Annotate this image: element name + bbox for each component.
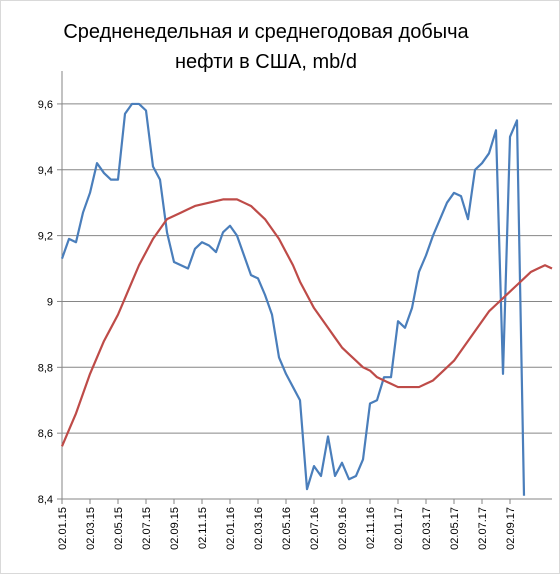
series-line [60,102,526,496]
x-tick-label: 02.01.16 [225,507,237,550]
x-tick-label: 02.09.15 [169,507,181,550]
y-tick-label: 9 [47,296,53,308]
x-tick-label: 02.11.16 [365,507,377,549]
x-tick-label: 02.01.17 [393,507,405,550]
x-tick-label: 02.09.17 [505,507,517,550]
x-tick-label: 02.03.16 [253,507,265,550]
y-tick-label: 8,6 [38,428,53,440]
x-tick-label: 02.07.15 [141,507,153,550]
x-tick-label: 02.09.16 [337,507,349,550]
x-tick-label: 02.03.17 [421,507,433,550]
x-tick-label: 02.11.15 [197,507,209,549]
x-tick-label: 02.05.16 [281,507,293,550]
x-tick-label: 02.03.15 [85,507,97,550]
y-tick-label: 9,4 [38,165,53,177]
x-tick-label: 02.07.17 [477,507,489,550]
y-tick-label: 9,2 [38,231,53,243]
y-tick-label: 8,4 [38,494,53,506]
y-tick-label: 9,6 [38,99,53,111]
y-tick-label: 8,8 [38,362,53,374]
x-tick-label: 02.07.16 [309,507,321,550]
chart-title: Средненедельная и среднегодовая добыча [63,21,469,43]
chart-title: нефти в США, mb/d [175,51,357,73]
series-line [60,198,553,447]
x-tick-label: 02.05.17 [449,507,461,550]
x-tick-label: 02.05.15 [113,507,125,550]
x-tick-label: 02.01.15 [57,507,69,550]
